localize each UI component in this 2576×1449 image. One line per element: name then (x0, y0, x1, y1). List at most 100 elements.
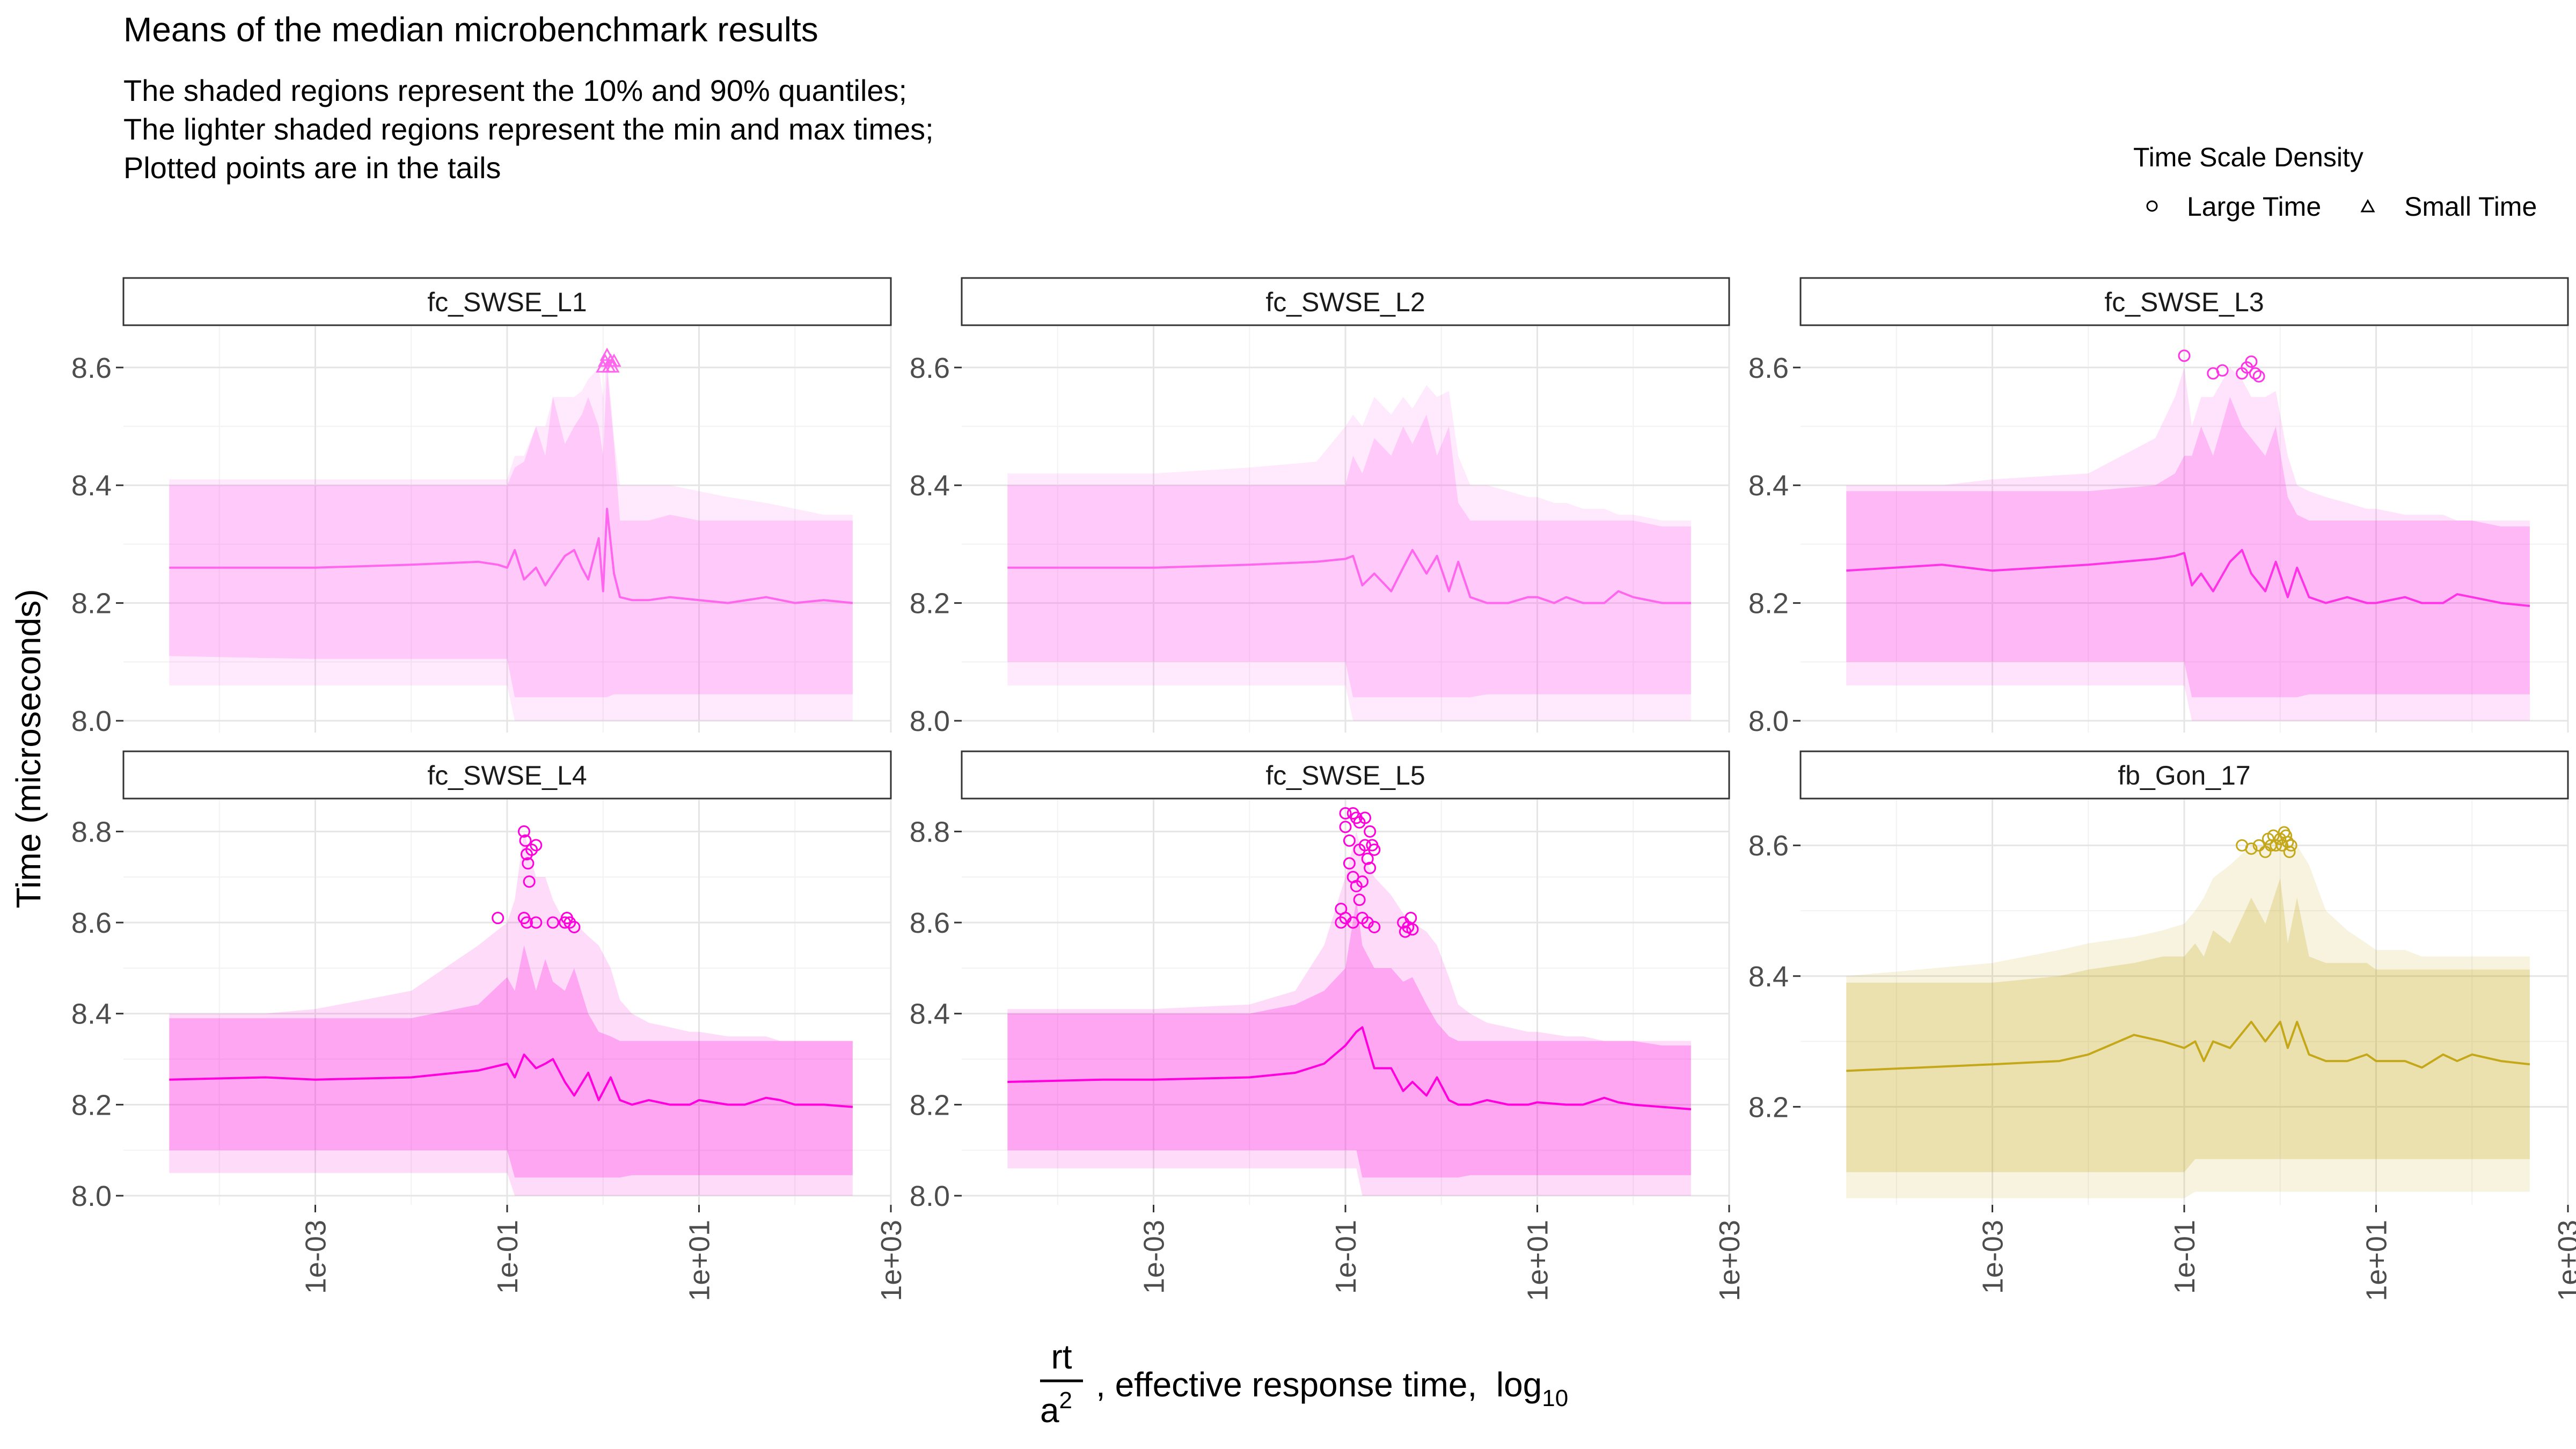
x-axis-label-denominator-base: a (1040, 1391, 1059, 1430)
x-tick-label: 1e+03 (2552, 1220, 2576, 1301)
quantile-band (169, 945, 853, 1178)
y-tick-label: 8.4 (71, 470, 112, 502)
tail-point-large-time (530, 916, 543, 929)
facet-strip (1799, 277, 2569, 326)
tail-point-large-time (1339, 807, 1352, 819)
y-tick-label: 8.4 (910, 998, 950, 1030)
tail-point-large-time (2252, 839, 2265, 852)
tail-point-large-time (520, 916, 533, 929)
quantile-band (169, 367, 853, 698)
tail-point-large-time (2252, 370, 2265, 383)
y-axis-label: Time (microseconds) (9, 589, 48, 908)
min-max-band (1007, 385, 1691, 721)
chart-subtitle-line-3: Plotted points are in the tails (123, 151, 501, 185)
panel-fc_SWSE_L3: fc_SWSE_L3 8.0 8.2 8.4 8.6 (1748, 277, 2569, 737)
chart-subtitle-line-2: The lighter shaded regions represent the… (123, 112, 934, 146)
panel-fc_SWSE_L1: fc_SWSE_L1 8.0 8.2 8.4 8.6 (71, 277, 892, 737)
mean-line (1846, 548, 2530, 608)
tail-point-large-time (2245, 842, 2258, 855)
y-tick-label: 8.4 (910, 470, 950, 502)
y-tick-label: 8.2 (1748, 588, 1789, 620)
tail-point-large-time (2216, 364, 2229, 377)
quantile-band (1846, 397, 2530, 698)
tail-point-large-time (1364, 825, 1377, 838)
x-axis-label-main: , effective response time, log (1096, 1365, 1542, 1404)
tail-point-large-time (1364, 861, 1377, 874)
legend-label-large-time: Large Time (2187, 192, 2321, 222)
tail-point-large-time (492, 912, 504, 925)
y-tick-label: 8.2 (910, 588, 950, 620)
tail-point-large-time (530, 839, 543, 852)
y-tick-label: 8.0 (71, 705, 112, 737)
tail-point-large-time (517, 825, 530, 838)
quantile-band (1007, 899, 1691, 1178)
y-tick-label: 8.2 (910, 1089, 950, 1121)
x-axis-label-text: , effective response time, log10 (1096, 1365, 1568, 1411)
y-tick-label: 8.6 (71, 907, 112, 939)
tail-point-large-time (523, 875, 536, 888)
y-tick-label: 8.0 (1748, 705, 1789, 737)
tail-point-large-time (1404, 912, 1417, 925)
y-tick-label: 8.6 (910, 907, 950, 939)
x-tick-label: 1e-03 (1138, 1220, 1170, 1294)
x-axis-label-denominator-exponent: 2 (1059, 1387, 1072, 1414)
panel-fb_Gon_17: fb_Gon_17 8.2 8.4 8.6 1e-03 1e-01 1e+01 1e+03 (1748, 750, 2576, 1301)
tail-point-large-time (1358, 811, 1371, 824)
tail-point-large-time (546, 916, 559, 929)
facet-strip-label: fc_SWSE_L5 (1265, 760, 1425, 791)
y-tick-label: 8.4 (1748, 961, 1789, 993)
tail-point-large-time (2280, 829, 2293, 842)
facet-strip (961, 750, 1730, 800)
mean-line (169, 1053, 853, 1108)
y-tick-label: 8.8 (910, 816, 950, 848)
tail-point-large-time (522, 857, 535, 870)
tail-point-large-time (2285, 839, 2297, 852)
tail-point-large-time (1356, 875, 1368, 888)
tail-point-large-time (1339, 821, 1352, 833)
tail-point-large-time (1343, 834, 1356, 847)
tail-point-small-time (606, 353, 621, 367)
min-max-band (1846, 367, 2530, 721)
facet-strip (122, 277, 892, 326)
tail-point-large-time (2249, 367, 2262, 380)
mean-line (1007, 548, 1691, 604)
tail-point-large-time (519, 834, 532, 847)
facet-strip-label: fc_SWSE_L1 (427, 287, 587, 317)
tail-point-large-time (2274, 832, 2287, 845)
y-tick-label: 8.6 (71, 352, 112, 384)
legend-label-small-time: Small Time (2404, 192, 2537, 222)
x-tick-label: 1e+01 (684, 1220, 716, 1301)
legend-key-triangle (2360, 199, 2375, 213)
x-tick-label: 1e+01 (1522, 1220, 1554, 1301)
tail-point-small-time (599, 347, 614, 361)
tail-point-large-time (1353, 894, 1366, 906)
facet-strip-label: fc_SWSE_L3 (2104, 287, 2264, 317)
x-tick-label: 1e-03 (300, 1220, 332, 1294)
y-tick-label: 8.6 (1748, 352, 1789, 384)
panel-fc_SWSE_L2: fc_SWSE_L2 8.0 8.2 8.4 8.6 (910, 277, 1730, 737)
y-tick-label: 8.6 (910, 352, 950, 384)
tail-point-large-time (1406, 923, 1419, 936)
chart-subtitle-line-1: The shaded regions represent the 10% and… (123, 74, 907, 107)
mean-line (1846, 1021, 2530, 1072)
facet-strip-label: fc_SWSE_L2 (1265, 287, 1425, 317)
x-tick-label: 1e+03 (1714, 1220, 1746, 1301)
legend: Time Scale Density Large Time Small Time (2133, 142, 2537, 222)
y-tick-label: 8.6 (1748, 830, 1789, 862)
tail-point-large-time (2283, 845, 2296, 858)
x-axis-label: rt a2 , effective response time, log10 (1040, 1337, 1568, 1430)
min-max-band (169, 355, 853, 721)
tail-point-large-time (2270, 839, 2282, 852)
facet-strip (1799, 750, 2569, 800)
y-tick-label: 8.0 (71, 1180, 112, 1212)
tail-point-large-time (1343, 857, 1356, 870)
facet-strip-label: fc_SWSE_L4 (427, 760, 587, 791)
x-tick-label: 1e+03 (875, 1220, 908, 1301)
mean-line (1007, 1026, 1692, 1110)
y-tick-label: 8.4 (1748, 470, 1789, 502)
facet-strip (122, 750, 892, 800)
y-tick-label: 8.0 (910, 1180, 950, 1212)
y-tick-label: 8.4 (71, 998, 112, 1030)
quantile-band (1846, 878, 2530, 1173)
